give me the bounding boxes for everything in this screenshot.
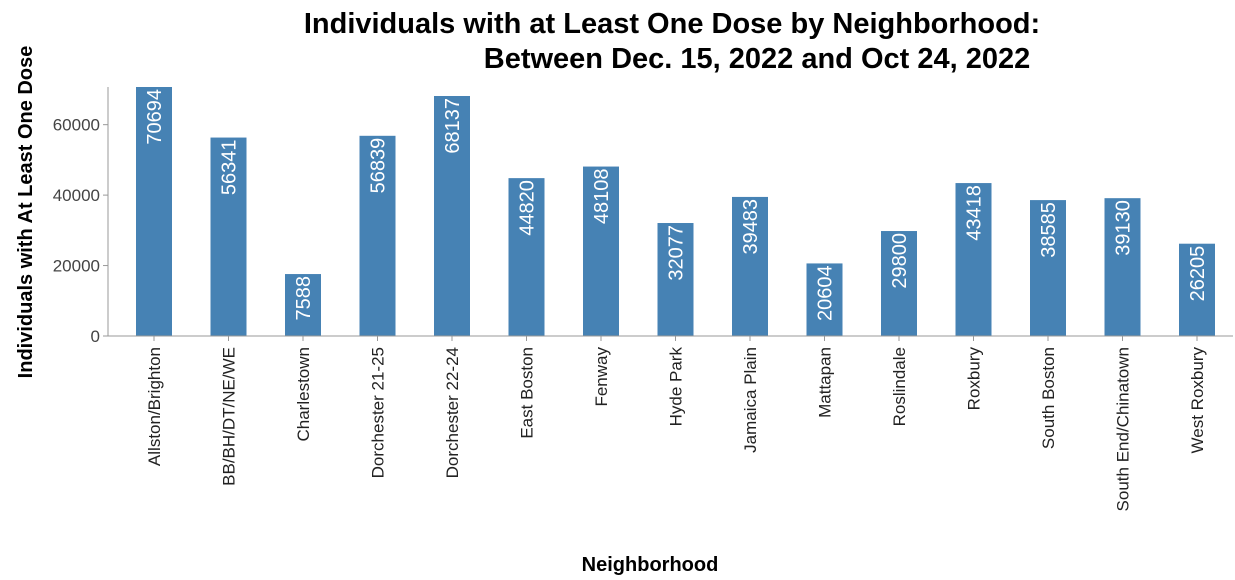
x-ticks-group: Allston/Brighton BB/BH/DT/NE/WE Charlestow…: [145, 336, 1207, 511]
bar-data-label: 43418: [964, 185, 986, 241]
bar: [806, 263, 843, 336]
bar-data-label: 39483: [740, 199, 762, 255]
bar-data-label: 56839: [368, 138, 390, 194]
y-tick-label: 40000: [53, 186, 100, 205]
bar-labels-group: 70694 56341 7588 56839 68137 44820 48108 32077 3…: [144, 89, 1209, 321]
bar-data-label: 68137: [442, 98, 464, 154]
x-tick-label: South Boston: [1039, 347, 1058, 449]
bar: [657, 223, 694, 336]
x-tick-label: Mattapan: [816, 347, 835, 418]
bar: [1179, 243, 1215, 336]
bars-group: [136, 87, 1215, 337]
bar: [359, 135, 396, 336]
bar: [955, 183, 992, 336]
bar-data-label: 29800: [889, 233, 911, 289]
y-ticks-group: 0 20000 40000 60000: [53, 116, 108, 346]
x-tick-label: West Roxbury: [1188, 347, 1207, 454]
bar-data-label: 44820: [517, 180, 539, 236]
x-tick-label: Hyde Park: [667, 347, 686, 427]
x-tick-label: Dorchester 22-24: [443, 347, 462, 478]
bar-data-label: 39130: [1113, 200, 1135, 256]
bar: [1104, 198, 1141, 336]
x-tick-label: Roxbury: [965, 347, 984, 411]
bar: [136, 87, 172, 336]
y-tick-label: 60000: [53, 116, 100, 135]
y-axis-title: Individuals with At Least One Dose: [15, 46, 37, 379]
bar: [881, 231, 917, 336]
chart-title-line-1: Individuals with at Least One Dose by Ne…: [304, 8, 1040, 40]
bar-data-label: 20604: [815, 265, 837, 321]
bar-data-label: 70694: [144, 89, 166, 145]
x-tick-label: Roslindale: [890, 347, 909, 426]
y-tick-label: 20000: [53, 257, 100, 276]
bar: [732, 196, 768, 336]
bar-data-label: 38585: [1038, 202, 1060, 258]
bar: [583, 166, 619, 336]
x-axis-title: Neighborhood: [582, 554, 719, 576]
x-tick-label: BB/BH/DT/NE/WE: [220, 347, 239, 486]
bar: [1030, 200, 1066, 336]
bar: [210, 137, 247, 336]
x-tick-label: East Boston: [518, 347, 537, 439]
bar: [434, 96, 470, 337]
x-tick-label: Charlestown: [294, 347, 313, 442]
x-tick-label: Allston/Brighton: [145, 347, 164, 466]
bar-data-label: 7588: [293, 276, 315, 321]
bar: [285, 274, 321, 336]
y-tick-label: 0: [91, 327, 100, 346]
bar-data-label: 26205: [1187, 246, 1209, 302]
bar: [508, 178, 545, 336]
x-tick-label: South End/Chinatown: [1114, 347, 1133, 511]
x-tick-label: Jamaica Plain: [741, 347, 760, 453]
chart-title-line-2: Between Dec. 15, 2022 and Oct 24, 2022: [484, 43, 1030, 75]
bar-data-label: 32077: [666, 225, 688, 281]
bar-data-label: 48108: [591, 169, 613, 225]
x-tick-label: Fenway: [592, 347, 611, 407]
bar-data-label: 56341: [219, 140, 241, 196]
x-tick-label: Dorchester 21-25: [369, 347, 388, 478]
